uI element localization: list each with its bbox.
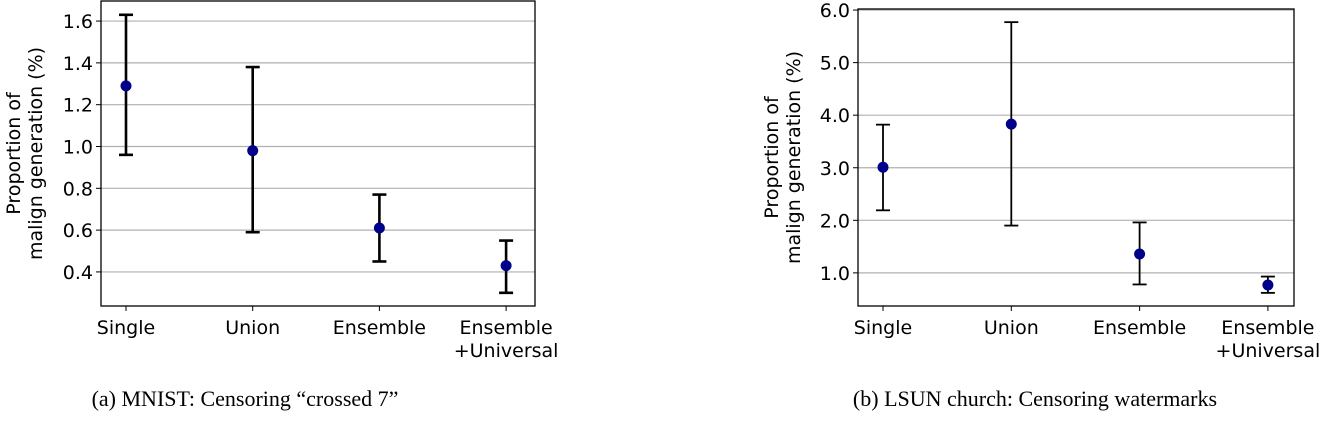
- y-axis-label-line: Proportion of: [3, 91, 25, 215]
- data-point: [1262, 279, 1274, 291]
- x-tick-label-line: Union: [225, 317, 280, 339]
- x-tick-label-line: Ensemble: [460, 317, 553, 339]
- y-tick-label: 5.0: [820, 53, 850, 75]
- data-point: [247, 145, 259, 157]
- y-tick-label: 4.0: [820, 105, 850, 127]
- y-tick-label: 0.6: [63, 220, 93, 242]
- y-axis-label: Proportion ofmalign generation (%): [761, 51, 805, 264]
- y-tick-label: 0.4: [63, 262, 93, 284]
- y-tick-label: 1.4: [63, 53, 93, 75]
- chart-b: 1.0 2.0 3.0 4.0 5.0 6.0 Proportion ofmalign ge…: [761, 0, 1320, 411]
- y-tick-label: 1.0: [63, 136, 93, 158]
- x-tick-label-line: Union: [984, 317, 1039, 339]
- x-tick-label-line: Ensemble: [333, 317, 426, 339]
- y-axis-label: Proportion ofmalign generation (%): [3, 47, 47, 260]
- x-tick-label: Union: [984, 317, 1039, 339]
- x-tick-label: Union: [225, 317, 280, 339]
- caption: (a) MNIST: Censoring “crossed 7”: [92, 386, 399, 411]
- axes-frame: [857, 8, 1295, 307]
- data-point: [877, 161, 889, 173]
- data-point: [120, 80, 132, 92]
- y-axis-label-line: malign generation (%): [783, 51, 805, 264]
- data-point: [1005, 118, 1017, 130]
- y-tick-label: 6.0: [820, 0, 850, 22]
- x-tick-label: Ensemble +Universal: [454, 317, 559, 362]
- data-point: [500, 260, 512, 272]
- y-tick-label: 1.2: [63, 95, 93, 117]
- x-tick-label: Ensemble +Universal: [1216, 317, 1321, 362]
- y-tick-label: 3.0: [820, 158, 850, 180]
- x-tick-label-line: Single: [854, 317, 912, 339]
- x-tick-label-line: Ensemble: [1221, 317, 1314, 339]
- data-point: [373, 222, 385, 234]
- x-tick-label: Single: [854, 317, 912, 339]
- x-tick-label-line: Ensemble: [1093, 317, 1186, 339]
- x-tick-label-line: +Universal: [454, 340, 559, 362]
- axes-frame: [100, 0, 536, 307]
- x-tick-label-line: +Universal: [1216, 340, 1321, 362]
- y-tick-label: 1.0: [820, 263, 850, 285]
- x-tick-label: Ensemble: [333, 317, 426, 339]
- chart-a: 0.4 0.6 0.8 1.0 1.2 1.4 1.6 Proportion ofmalign…: [3, 0, 559, 411]
- y-tick-label: 1.6: [63, 11, 93, 33]
- y-tick-label: 0.8: [63, 178, 93, 200]
- caption: (b) LSUN church: Censoring watermarks: [853, 386, 1217, 411]
- y-axis-label-line: malign generation (%): [25, 47, 47, 260]
- y-tick-label: 2.0: [820, 210, 850, 232]
- x-tick-label: Ensemble: [1093, 317, 1186, 339]
- x-tick-label-line: Single: [97, 317, 155, 339]
- y-axis-label-line: Proportion of: [761, 95, 783, 219]
- x-tick-label: Single: [97, 317, 155, 339]
- data-point: [1134, 248, 1146, 260]
